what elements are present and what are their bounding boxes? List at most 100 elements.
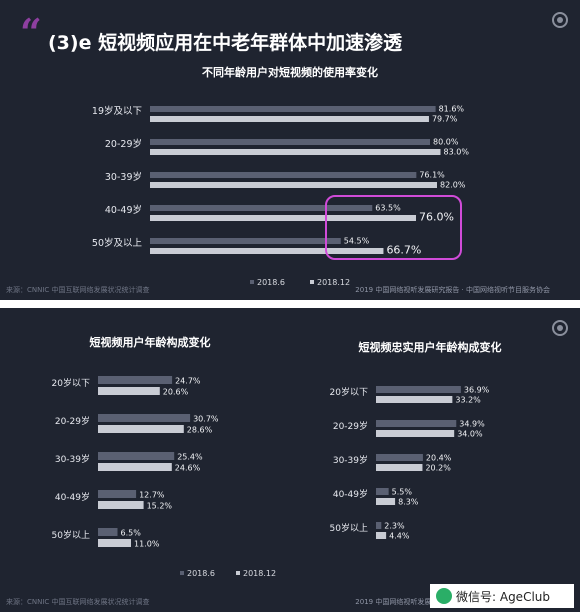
bar-2018-12	[376, 464, 423, 471]
value-label: 25.4%	[177, 453, 203, 462]
value-label: 34.9%	[459, 420, 485, 429]
bar-2018-6	[376, 420, 457, 427]
bar-2018-12	[150, 182, 437, 188]
value-label: 8.3%	[398, 498, 419, 507]
value-label: 4.4%	[389, 532, 410, 541]
bar-2018-12	[98, 425, 184, 433]
highlight-box	[325, 195, 462, 260]
footer-note: 2019 中国网络视听发展研究报告 · 中国网络视听节目服务协会	[355, 286, 550, 294]
category-label: 40-49岁	[333, 488, 368, 500]
logo-icon	[552, 12, 568, 28]
bar-2018-6	[376, 488, 389, 495]
wechat-watermark: 微信号: AgeClub	[430, 584, 574, 608]
legend-swatch	[180, 571, 184, 575]
bar-2018-6	[376, 386, 461, 393]
category-label: 20-29岁	[333, 420, 368, 432]
value-label: 12.7%	[139, 491, 165, 500]
legend-label: 2018.12	[317, 278, 350, 287]
value-label: 76.1%	[419, 171, 445, 180]
category-label: 20岁以下	[330, 386, 368, 398]
category-label: 20岁以下	[52, 377, 90, 389]
category-label: 40-49岁	[105, 204, 142, 216]
value-label: 33.2%	[455, 396, 481, 405]
legend-label: 2018.12	[243, 569, 276, 578]
chart-title-usage: 不同年龄用户对短视频的使用率变化	[202, 66, 378, 79]
value-label: 36.9%	[464, 386, 490, 395]
category-label: 30-39岁	[55, 453, 90, 465]
bar-2018-6	[150, 205, 373, 211]
age-structure-charts: 短视频用户年龄构成变化 20岁以下 24.7% 20.6% 20-29岁 30.7% 28.…	[52, 335, 502, 578]
bar-2018-6	[376, 454, 423, 461]
value-label: 63.5%	[375, 204, 401, 213]
value-label: 76.0%	[419, 211, 454, 224]
value-label: 24.7%	[175, 377, 201, 386]
category-label: 30-39岁	[105, 171, 142, 183]
value-label: 80.0%	[433, 138, 459, 147]
bar-2018-6	[150, 238, 341, 244]
category-label: 50岁以上	[330, 522, 368, 534]
slide-age-structure: 短视频用户年龄构成变化 20岁以下 24.7% 20.6% 20-29岁 30.7% 28.…	[0, 308, 580, 612]
value-label: 79.7%	[432, 115, 458, 124]
chart-title: 短视频用户年龄构成变化	[90, 335, 211, 349]
value-label: 2.3%	[384, 522, 405, 531]
bar-2018-12	[376, 498, 396, 505]
bar-2018-6	[150, 139, 430, 145]
usage-rate-chart: 19岁及以下 81.6%79.7% 20-29岁 80.0%83.0% 30-39岁 76…	[92, 105, 470, 288]
bar-2018-6	[98, 490, 137, 498]
category-label: 20-29岁	[55, 415, 90, 427]
value-label: 11.0%	[134, 540, 160, 549]
legend-label: 2018.6	[257, 278, 285, 287]
bar-2018-12	[150, 116, 429, 122]
source-note: 来源：CNNIC 中国互联网络发展状况统计调查	[6, 286, 150, 294]
value-label: 20.4%	[426, 454, 452, 463]
legend-swatch	[236, 571, 240, 575]
bar-2018-6	[98, 528, 118, 536]
value-label: 24.6%	[175, 464, 201, 473]
legend-swatch	[310, 280, 314, 284]
value-label: 6.5%	[121, 529, 142, 538]
chart-title: 短视频忠实用户年龄构成变化	[359, 340, 502, 354]
bar-2018-12	[98, 501, 144, 509]
bar-2018-12	[98, 463, 172, 471]
category-label: 50岁及以上	[92, 237, 143, 249]
bar-2018-6	[150, 172, 417, 178]
value-label: 81.6%	[439, 105, 465, 114]
bar-2018-6	[98, 452, 175, 460]
bar-2018-6	[98, 414, 191, 422]
bar-2018-12	[98, 539, 131, 547]
value-label: 82.0%	[440, 181, 466, 190]
bar-2018-12	[376, 532, 387, 539]
category-label: 50岁以上	[52, 529, 90, 541]
category-label: 19岁及以下	[92, 105, 142, 117]
bar-2018-12	[150, 215, 416, 221]
category-label: 30-39岁	[333, 454, 368, 466]
value-label: 34.0%	[457, 430, 483, 439]
value-label: 20.6%	[163, 388, 189, 397]
value-label: 28.6%	[187, 426, 213, 435]
legend-swatch	[250, 280, 254, 284]
value-label: 20.2%	[425, 464, 451, 473]
bar-2018-12	[150, 248, 384, 254]
legend-label: 2018.6	[187, 569, 215, 578]
bar-2018-6	[150, 106, 436, 112]
category-label: 20-29岁	[105, 138, 142, 150]
category-label: 40-49岁	[55, 491, 90, 503]
bar-2018-6	[376, 522, 382, 529]
watermark-label: 微信号: AgeClub	[456, 589, 551, 604]
logo-icon	[552, 320, 568, 336]
value-label: 5.5%	[392, 488, 413, 497]
bar-2018-12	[376, 396, 453, 403]
quote-mark: “	[20, 10, 42, 55]
bar-2018-6	[98, 376, 173, 384]
wechat-icon	[436, 588, 452, 604]
value-label: 30.7%	[193, 415, 219, 424]
bar-2018-12	[376, 430, 455, 437]
value-label: 54.5%	[344, 237, 370, 246]
slide-heading: (3)e 短视频应用在中老年群体中加速渗透	[48, 32, 403, 54]
bar-2018-12	[150, 149, 441, 155]
bar-2018-12	[98, 387, 160, 395]
source-note: 来源：CNNIC 中国互联网络发展状况统计调查	[6, 598, 150, 606]
value-label: 83.0%	[444, 148, 470, 157]
value-label: 66.7%	[386, 244, 421, 257]
slide-usage-rate: “ (3)e 短视频应用在中老年群体中加速渗透 不同年龄用户对短视频的使用率变化…	[0, 0, 580, 300]
